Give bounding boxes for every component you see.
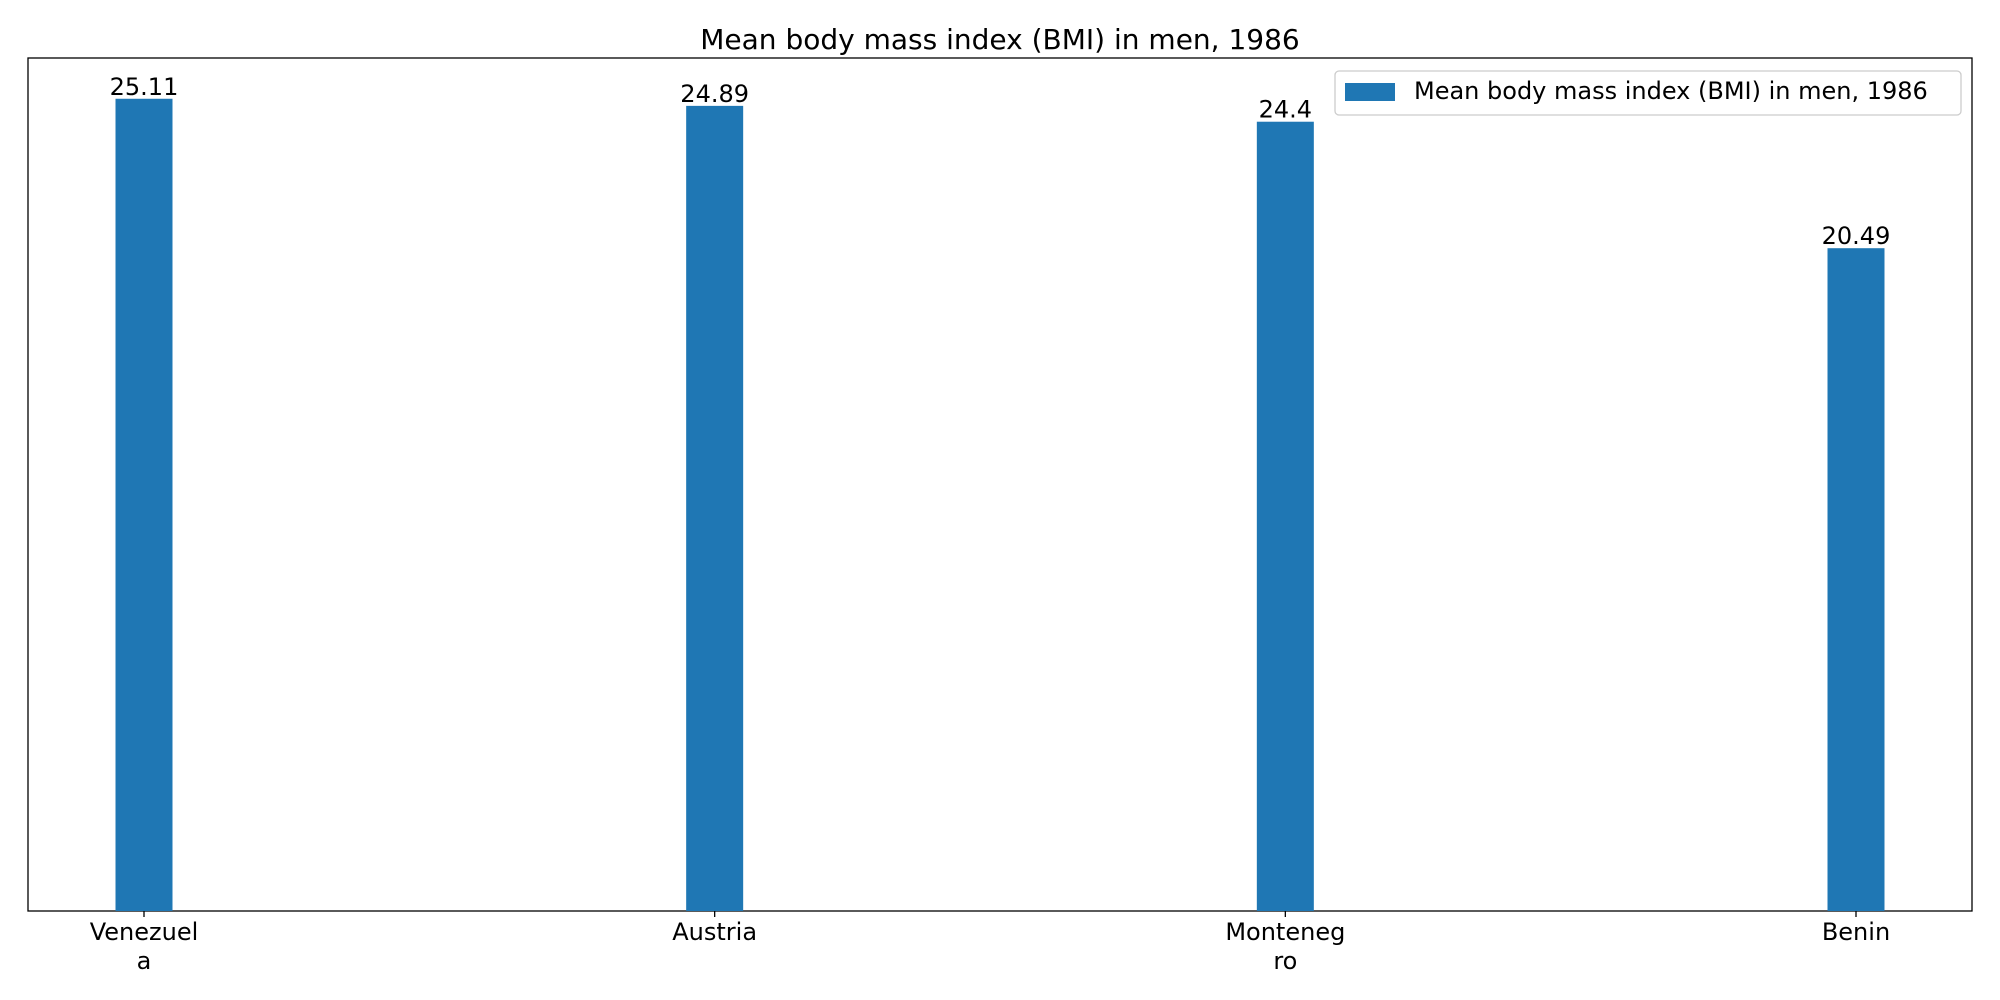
- x-tick-label: Venezuel: [90, 918, 199, 946]
- legend-label: Mean body mass index (BMI) in men, 1986: [1414, 77, 1928, 105]
- bar: [1257, 122, 1314, 911]
- data-label: 24.4: [1259, 96, 1312, 124]
- x-tick-label: Benin: [1822, 918, 1890, 946]
- bar-series: [116, 99, 1885, 911]
- x-tick-label: a: [137, 947, 152, 975]
- legend: Mean body mass index (BMI) in men, 1986: [1335, 71, 1961, 115]
- data-label: 25.11: [110, 73, 179, 101]
- x-tick-label: Austria: [672, 918, 757, 946]
- bar: [1828, 248, 1885, 911]
- chart-title: Mean body mass index (BMI) in men, 1986: [700, 23, 1299, 56]
- x-tick-label: Monteneg: [1225, 918, 1345, 946]
- x-tick-label: ro: [1273, 947, 1297, 975]
- bar: [116, 99, 173, 911]
- data-label: 24.89: [680, 80, 749, 108]
- data-label: 20.49: [1822, 222, 1891, 250]
- legend-swatch: [1345, 83, 1395, 101]
- bar: [686, 106, 743, 911]
- plot-area: [28, 58, 1972, 911]
